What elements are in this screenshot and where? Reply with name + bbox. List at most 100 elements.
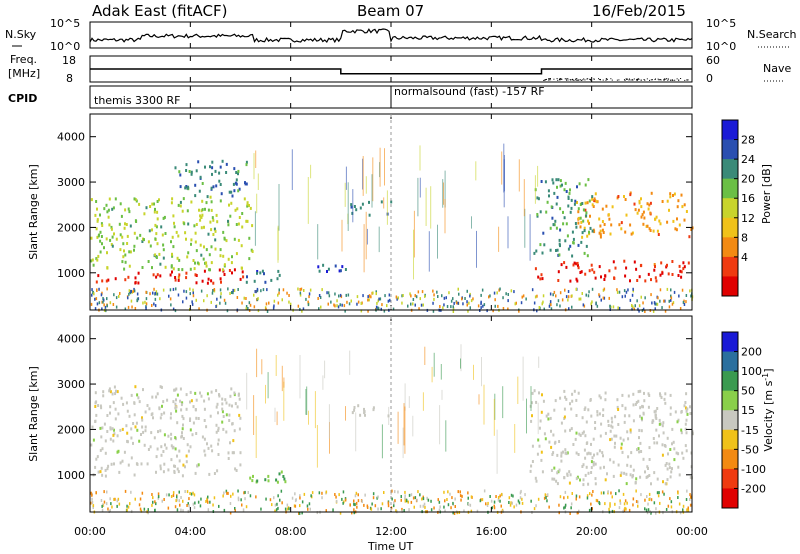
range-cell — [352, 189, 354, 223]
range-cell — [130, 299, 133, 303]
range-cell — [562, 210, 564, 214]
range-cell — [108, 387, 111, 391]
range-cell — [362, 294, 364, 298]
range-cell — [593, 270, 596, 274]
range-cell — [537, 438, 540, 442]
range-cell — [400, 495, 402, 498]
range-cell — [185, 163, 188, 167]
range-cell — [245, 297, 247, 300]
range-cell — [181, 414, 184, 418]
range-cell — [638, 450, 641, 454]
range-cell — [182, 423, 184, 427]
range-cell — [215, 430, 218, 434]
range-cell — [500, 492, 503, 496]
range-cell — [479, 499, 482, 503]
range-cell — [636, 211, 639, 215]
range-cell — [378, 226, 380, 253]
range-cell — [350, 205, 353, 209]
range-cell — [624, 294, 626, 298]
range-cell — [159, 416, 162, 420]
range-cell — [342, 501, 344, 505]
range-cell — [565, 452, 568, 456]
range-cell — [134, 281, 137, 285]
range-cell — [682, 300, 685, 304]
range-cell — [179, 503, 181, 507]
range-cell — [563, 476, 566, 480]
range-cell — [567, 204, 570, 208]
range-cell — [530, 419, 533, 423]
range-cell — [665, 265, 668, 269]
range-cell — [274, 503, 277, 507]
range-cell — [445, 296, 447, 300]
range-cell — [563, 407, 566, 411]
nave-point — [543, 79, 545, 81]
range-cell — [433, 297, 435, 301]
range-cell — [209, 195, 212, 199]
range-cell — [622, 492, 625, 496]
range-cell — [195, 416, 198, 420]
range-cell — [172, 400, 175, 404]
range-cell — [147, 448, 150, 451]
range-cell — [246, 372, 248, 410]
range-cell — [655, 302, 657, 306]
velocity-cb-label-end: ] — [762, 368, 775, 372]
range-cell — [283, 377, 285, 388]
range-cell — [576, 279, 579, 283]
range-cell — [537, 197, 540, 201]
range-cell — [216, 297, 218, 301]
range-cell — [401, 507, 403, 511]
range-cell — [356, 505, 358, 509]
range-cell — [174, 278, 177, 282]
range-cell — [587, 178, 590, 182]
range-cell — [216, 469, 219, 473]
range-cell — [529, 469, 532, 473]
range-cell — [612, 260, 615, 264]
range-cell — [159, 297, 161, 301]
range-cell — [101, 473, 104, 477]
range-cell — [237, 172, 239, 176]
range-cell — [130, 427, 133, 431]
range-cell — [452, 501, 454, 505]
range-cell — [606, 472, 608, 476]
freq-right-tick-top: 60 — [706, 54, 720, 67]
colorbar-tick: 28 — [741, 134, 755, 147]
range-cell — [577, 221, 580, 225]
range-cell — [124, 208, 127, 212]
range-cell — [190, 492, 193, 496]
range-cell — [224, 301, 227, 305]
range-cell — [254, 211, 256, 246]
range-cell — [92, 504, 95, 508]
range-cell — [192, 421, 195, 425]
range-cell — [297, 287, 299, 291]
range-cell — [381, 502, 384, 506]
range-cell — [284, 480, 287, 484]
range-cell — [507, 293, 509, 296]
range-cell — [557, 470, 560, 474]
range-cell — [276, 411, 278, 426]
range-cell — [604, 398, 607, 402]
range-cell — [557, 270, 560, 274]
range-cell — [189, 445, 192, 449]
nave-point — [637, 78, 639, 80]
range-cell — [128, 292, 130, 296]
velocity-cb-label: Velocity [m s-1] — [761, 368, 775, 451]
range-cell — [668, 466, 671, 470]
range-cell — [251, 250, 254, 253]
range-cell — [103, 500, 106, 504]
range-cell — [680, 275, 683, 279]
nave-point — [631, 79, 633, 81]
range-cell — [496, 291, 498, 295]
range-cell — [680, 428, 683, 432]
range-cell — [555, 294, 557, 298]
colorbar-tick: 20 — [741, 173, 755, 186]
range-cell — [234, 507, 236, 510]
range-cell — [665, 508, 668, 511]
range-cell — [307, 300, 309, 304]
range-cell — [96, 288, 98, 292]
range-cell — [344, 182, 346, 207]
range-cell — [584, 434, 587, 438]
range-cell — [92, 290, 94, 294]
range-cell — [137, 271, 140, 275]
